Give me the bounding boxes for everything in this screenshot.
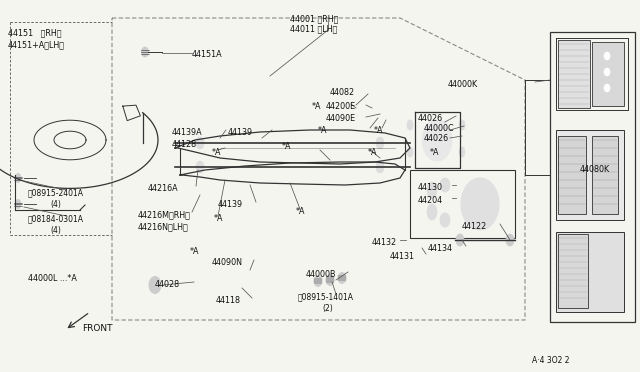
Text: *A: *A — [430, 148, 440, 157]
Bar — [550, 32, 635, 322]
Text: FRONT: FRONT — [82, 324, 113, 333]
Bar — [592, 136, 618, 214]
Text: *A: *A — [214, 214, 223, 223]
Text: 44139A: 44139A — [172, 128, 203, 137]
Text: *A: *A — [282, 142, 291, 151]
Text: (2): (2) — [322, 304, 333, 313]
Text: 44151+A〈LH〉: 44151+A〈LH〉 — [8, 40, 65, 49]
Text: 44130: 44130 — [418, 183, 443, 192]
Ellipse shape — [314, 276, 322, 286]
Ellipse shape — [149, 276, 161, 294]
Ellipse shape — [338, 273, 346, 283]
Text: *A: *A — [318, 126, 328, 135]
Ellipse shape — [407, 120, 413, 130]
Text: 44128: 44128 — [172, 140, 197, 149]
Text: *A: *A — [212, 148, 221, 157]
Text: 44216M〈RH〉: 44216M〈RH〉 — [138, 210, 191, 219]
Text: *A: *A — [190, 247, 200, 256]
Text: 44001 〈RH〉: 44001 〈RH〉 — [290, 14, 339, 23]
Bar — [558, 136, 586, 214]
Ellipse shape — [506, 234, 514, 246]
Bar — [592, 42, 624, 106]
Bar — [556, 232, 624, 312]
Ellipse shape — [141, 47, 148, 57]
Bar — [558, 234, 588, 308]
Bar — [556, 130, 624, 220]
Text: 44000B: 44000B — [306, 270, 337, 279]
Text: Ⓑ08184-0301A: Ⓑ08184-0301A — [28, 214, 84, 223]
Ellipse shape — [376, 137, 384, 149]
Text: *A: *A — [374, 126, 383, 135]
Text: 44139: 44139 — [218, 200, 243, 209]
Ellipse shape — [456, 234, 464, 246]
Text: 44151   〈RH〉: 44151 〈RH〉 — [8, 28, 61, 37]
Text: 44134: 44134 — [428, 244, 453, 253]
Text: 44000L ...*A: 44000L ...*A — [28, 274, 77, 283]
Ellipse shape — [604, 52, 610, 60]
Text: 44131: 44131 — [390, 252, 415, 261]
Ellipse shape — [604, 68, 610, 76]
Text: 44000K: 44000K — [448, 80, 478, 89]
Text: Ⓥ08915-2401A: Ⓥ08915-2401A — [28, 188, 84, 197]
Bar — [410, 170, 515, 238]
Text: 44080K: 44080K — [580, 165, 610, 174]
Text: 44216A: 44216A — [148, 184, 179, 193]
Ellipse shape — [440, 213, 450, 227]
Ellipse shape — [407, 147, 413, 157]
Text: 44151A: 44151A — [192, 50, 223, 59]
Ellipse shape — [459, 147, 465, 157]
Text: (4): (4) — [50, 226, 61, 235]
Text: Ⓥ08915-1401A: Ⓥ08915-1401A — [298, 292, 354, 301]
Text: 44216N〈LH〉: 44216N〈LH〉 — [138, 222, 189, 231]
Text: (4): (4) — [50, 200, 61, 209]
Text: 44200E: 44200E — [326, 102, 356, 111]
Ellipse shape — [376, 161, 384, 173]
Ellipse shape — [196, 137, 204, 149]
Ellipse shape — [15, 173, 21, 183]
Text: 44026: 44026 — [424, 134, 449, 143]
Text: *A: *A — [312, 102, 321, 111]
Text: *A: *A — [368, 148, 378, 157]
Ellipse shape — [15, 199, 21, 208]
Text: 44090E: 44090E — [326, 114, 356, 123]
Text: 44011 〈LH〉: 44011 〈LH〉 — [290, 24, 337, 33]
Text: 44000C: 44000C — [424, 124, 454, 133]
Text: 44026: 44026 — [418, 114, 443, 123]
Ellipse shape — [326, 275, 334, 285]
Text: 44082: 44082 — [330, 88, 355, 97]
Ellipse shape — [459, 120, 465, 130]
Ellipse shape — [440, 178, 450, 192]
Ellipse shape — [461, 178, 499, 230]
Text: 44118: 44118 — [216, 296, 241, 305]
Text: 44090N: 44090N — [212, 258, 243, 267]
Text: 44028: 44028 — [155, 280, 180, 289]
Ellipse shape — [604, 84, 610, 92]
Ellipse shape — [427, 182, 437, 198]
Ellipse shape — [427, 204, 437, 220]
Text: 44122: 44122 — [462, 222, 487, 231]
Text: 44204: 44204 — [418, 196, 443, 205]
Text: 44132: 44132 — [372, 238, 397, 247]
Text: A·4 3O2 2: A·4 3O2 2 — [532, 356, 570, 365]
Text: *A: *A — [296, 207, 305, 216]
Ellipse shape — [196, 161, 204, 173]
Text: 44139: 44139 — [228, 128, 253, 137]
Ellipse shape — [422, 119, 452, 161]
Bar — [558, 40, 590, 108]
